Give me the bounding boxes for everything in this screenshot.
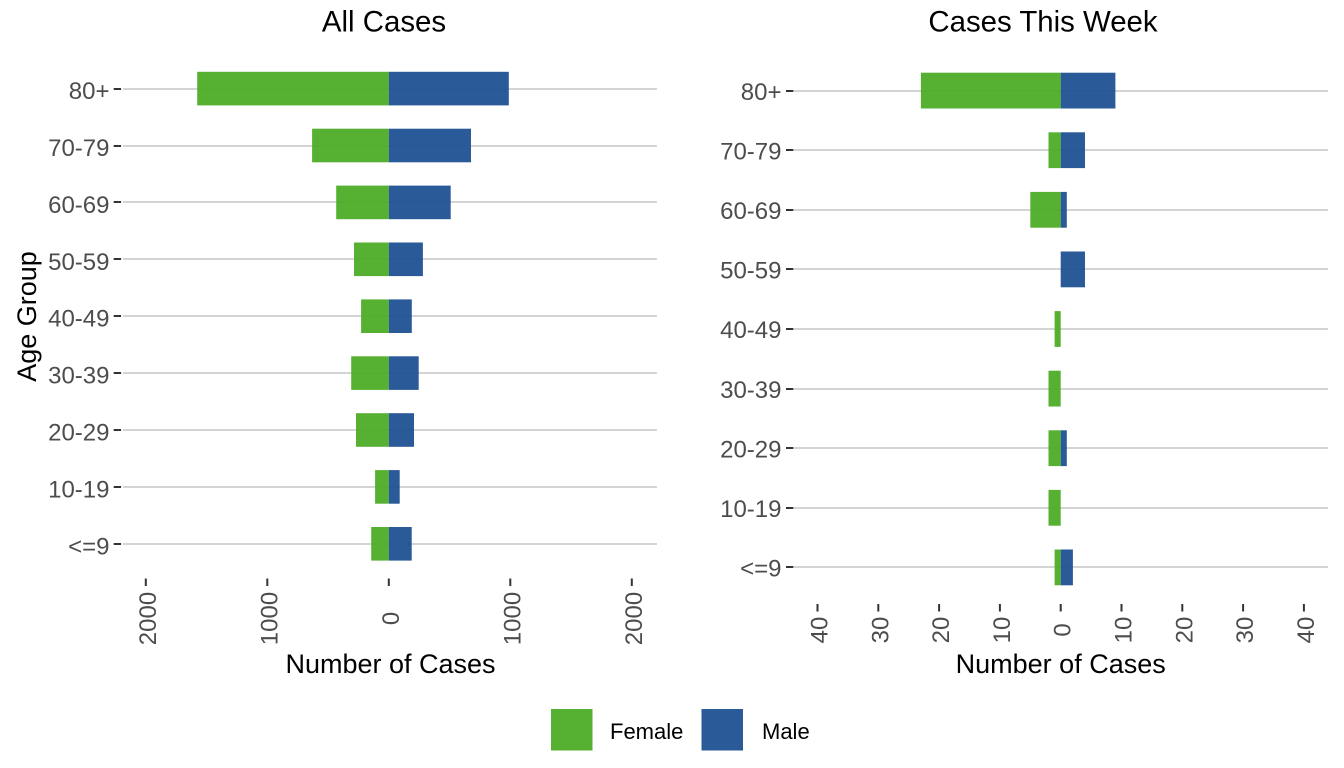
svg-text:0: 0 bbox=[1050, 623, 1077, 636]
svg-text:Age Group: Age Group bbox=[12, 251, 42, 382]
svg-text:30-39: 30-39 bbox=[720, 377, 781, 404]
svg-text:0: 0 bbox=[378, 612, 405, 625]
svg-text:Number of Cases: Number of Cases bbox=[285, 649, 495, 679]
svg-text:2000: 2000 bbox=[621, 592, 648, 645]
svg-text:20: 20 bbox=[928, 617, 955, 644]
svg-text:2000: 2000 bbox=[135, 592, 162, 645]
svg-text:10: 10 bbox=[989, 617, 1016, 644]
svg-text:50-59: 50-59 bbox=[48, 249, 109, 276]
svg-text:30: 30 bbox=[867, 617, 894, 644]
svg-text:All Cases: All Cases bbox=[322, 6, 446, 39]
svg-text:10-19: 10-19 bbox=[720, 496, 781, 523]
svg-text:20-29: 20-29 bbox=[720, 436, 781, 463]
svg-text:70-79: 70-79 bbox=[720, 138, 781, 165]
svg-text:40: 40 bbox=[807, 617, 834, 644]
svg-text:<=9: <=9 bbox=[740, 556, 781, 583]
svg-text:Male: Male bbox=[762, 719, 810, 744]
svg-text:20: 20 bbox=[1171, 617, 1198, 644]
svg-text:60-69: 60-69 bbox=[720, 198, 781, 225]
svg-text:30-39: 30-39 bbox=[48, 363, 109, 390]
svg-text:20-29: 20-29 bbox=[48, 420, 109, 447]
svg-text:Number of Cases: Number of Cases bbox=[956, 649, 1166, 679]
svg-text:<=9: <=9 bbox=[68, 533, 109, 560]
svg-text:Female: Female bbox=[610, 719, 683, 744]
svg-text:1000: 1000 bbox=[256, 592, 283, 645]
svg-text:80+: 80+ bbox=[69, 78, 110, 105]
svg-text:60-69: 60-69 bbox=[48, 192, 109, 219]
svg-text:30: 30 bbox=[1232, 617, 1259, 644]
svg-text:40: 40 bbox=[1293, 617, 1320, 644]
svg-text:40-49: 40-49 bbox=[48, 306, 109, 333]
svg-text:70-79: 70-79 bbox=[48, 135, 109, 162]
svg-text:10: 10 bbox=[1111, 617, 1138, 644]
svg-text:10-19: 10-19 bbox=[48, 476, 109, 503]
svg-text:Cases This Week: Cases This Week bbox=[928, 6, 1158, 39]
svg-text:50-59: 50-59 bbox=[720, 258, 781, 285]
svg-text:40-49: 40-49 bbox=[720, 317, 781, 344]
svg-text:80+: 80+ bbox=[741, 79, 782, 106]
svg-text:1000: 1000 bbox=[499, 592, 526, 645]
